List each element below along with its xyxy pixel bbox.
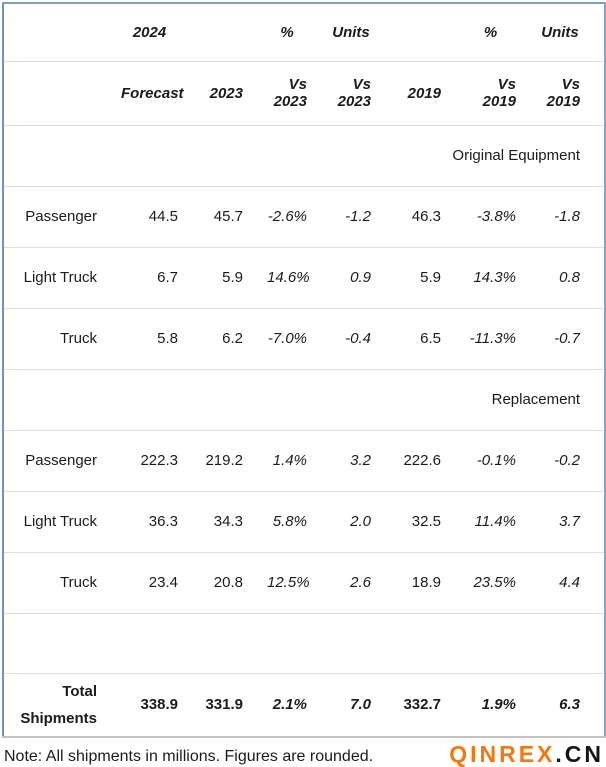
table-row-rep-truck: Truck 23.4 20.8 12.5% 2.6 18.9 23.5% 4.4 xyxy=(3,551,605,613)
column-header-forecast: Forecast xyxy=(121,60,202,125)
value-cell: -0.2 xyxy=(540,429,605,491)
value-cell: 6.5 xyxy=(395,307,465,369)
value-cell: 6.7 xyxy=(121,246,202,308)
value-cell: 44.5 xyxy=(121,185,202,247)
table-row-oe-light-truck: Light Truck 6.7 5.9 14.6% 0.9 5.9 14.3% … xyxy=(3,246,605,308)
value-cell: 14.3% xyxy=(465,246,540,308)
value-cell: 0.9 xyxy=(331,246,395,308)
header-cell-blank xyxy=(202,3,267,61)
row-label: Truck xyxy=(3,551,121,613)
value-cell: 331.9 xyxy=(202,672,267,737)
table-row-oe-passenger: Passenger 44.5 45.7 -2.6% -1.2 46.3 -3.8… xyxy=(3,185,605,247)
value-cell: 2.0 xyxy=(331,490,395,552)
value-cell: -1.8 xyxy=(540,185,605,247)
header-cell-blank xyxy=(3,60,121,125)
value-cell: 20.8 xyxy=(202,551,267,613)
value-cell: 2.6 xyxy=(331,551,395,613)
table-row-oe-truck: Truck 5.8 6.2 -7.0% -0.4 6.5 -11.3% -0.7 xyxy=(3,307,605,369)
column-header-pct-2023: % xyxy=(280,23,294,41)
header-row-bottom: Forecast 2023 Vs 2023 Vs 2023 2019 Vs 20… xyxy=(3,60,605,125)
value-cell: -3.8% xyxy=(465,185,540,247)
column-header-pct-2019: % xyxy=(483,23,498,41)
value-cell: 18.9 xyxy=(395,551,465,613)
shipments-table: 2024 % Units % Units Forecast 2023 Vs 20… xyxy=(2,2,606,738)
value-cell: 3.7 xyxy=(540,490,605,552)
value-cell: 6.3 xyxy=(540,672,605,737)
value-cell: 1.9% xyxy=(465,672,540,737)
value-cell: -0.7 xyxy=(540,307,605,369)
value-cell: 23.5% xyxy=(465,551,540,613)
header-row-top: 2024 % Units % Units xyxy=(3,3,605,61)
value-cell: 0.8 xyxy=(540,246,605,308)
row-label: Light Truck xyxy=(3,246,121,308)
value-cell: 12.5% xyxy=(267,551,331,613)
value-cell: -11.3% xyxy=(465,307,540,369)
column-header-units-2019: Units xyxy=(541,23,579,41)
value-cell: 34.3 xyxy=(202,490,267,552)
section-label: Replacement xyxy=(3,368,605,430)
value-cell: 11.4% xyxy=(465,490,540,552)
column-header-vs2023-units: Vs 2023 xyxy=(331,60,395,125)
value-cell: 6.2 xyxy=(202,307,267,369)
value-cell: -0.4 xyxy=(331,307,395,369)
value-cell: 36.3 xyxy=(121,490,202,552)
value-cell: 23.4 xyxy=(121,551,202,613)
value-cell: 5.8 xyxy=(121,307,202,369)
footnote: Note: All shipments in millions. Figures… xyxy=(4,747,374,765)
value-cell: 7.0 xyxy=(331,672,395,737)
logo-cn-suffix: .CN xyxy=(555,740,604,767)
value-cell: 219.2 xyxy=(202,429,267,491)
value-cell: 222.6 xyxy=(395,429,465,491)
column-header-2019: 2019 xyxy=(395,60,465,125)
value-cell: 5.8% xyxy=(267,490,331,552)
value-cell: 14.6% xyxy=(267,246,331,308)
value-cell: 2.1% xyxy=(267,672,331,737)
logo-qinrex: QINREX xyxy=(449,740,556,767)
value-cell: 5.9 xyxy=(202,246,267,308)
value-cell: -2.6% xyxy=(267,185,331,247)
header-cell-blank xyxy=(3,3,121,61)
value-cell: 222.3 xyxy=(121,429,202,491)
row-label: Passenger xyxy=(3,429,121,491)
footer-strip: Note: All shipments in millions. Figures… xyxy=(2,738,604,766)
value-cell: 338.9 xyxy=(121,672,202,737)
site-logo: QINREX.CN xyxy=(449,740,604,767)
section-label: Original Equipment xyxy=(3,124,605,186)
column-header-2024: 2024 xyxy=(132,23,167,41)
row-label: Light Truck xyxy=(3,490,121,552)
row-label-total: Total Shipments xyxy=(3,672,121,737)
value-cell: 45.7 xyxy=(202,185,267,247)
value-cell: 5.9 xyxy=(395,246,465,308)
value-cell: 4.4 xyxy=(540,551,605,613)
value-cell: -1.2 xyxy=(331,185,395,247)
column-header-vs2019-units: Vs 2019 xyxy=(540,60,605,125)
column-header-vs2023-pct: Vs 2023 xyxy=(267,60,331,125)
value-cell: 32.5 xyxy=(395,490,465,552)
section-row-original-equipment: Original Equipment xyxy=(3,124,605,186)
section-row-replacement: Replacement xyxy=(3,368,605,430)
value-cell: -0.1% xyxy=(465,429,540,491)
header-cell-blank xyxy=(395,3,465,61)
value-cell: 46.3 xyxy=(395,185,465,247)
row-label: Passenger xyxy=(3,185,121,247)
spacer-row xyxy=(3,612,605,673)
column-header-units-2023: Units xyxy=(332,23,370,41)
spacer-cell xyxy=(3,612,605,673)
table-row-rep-passenger: Passenger 222.3 219.2 1.4% 3.2 222.6 -0.… xyxy=(3,429,605,491)
value-cell: -7.0% xyxy=(267,307,331,369)
column-header-2023: 2023 xyxy=(202,60,267,125)
table-row-total-shipments: Total Shipments 338.9 331.9 2.1% 7.0 332… xyxy=(3,672,605,737)
row-label: Truck xyxy=(3,307,121,369)
value-cell: 1.4% xyxy=(267,429,331,491)
table-row-rep-light-truck: Light Truck 36.3 34.3 5.8% 2.0 32.5 11.4… xyxy=(3,490,605,552)
column-header-vs2019-pct: Vs 2019 xyxy=(465,60,540,125)
value-cell: 3.2 xyxy=(331,429,395,491)
value-cell: 332.7 xyxy=(395,672,465,737)
